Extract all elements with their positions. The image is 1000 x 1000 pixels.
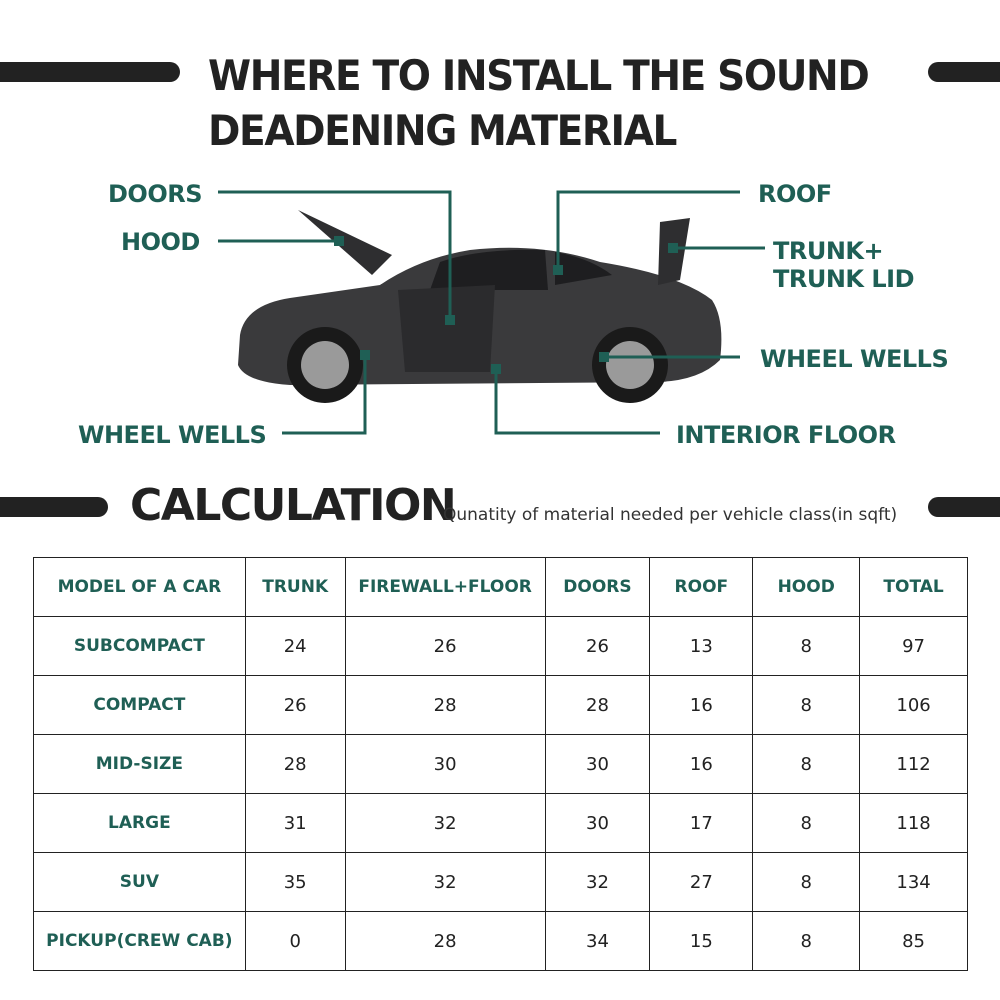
model-cell: SUBCOMPACT xyxy=(33,616,246,676)
column-header: MODEL OF A CAR xyxy=(33,557,246,617)
value-cell: 15 xyxy=(649,911,754,971)
value-cell: 8 xyxy=(752,793,861,853)
decor-bar-right-top xyxy=(928,62,1000,82)
value-cell: 32 xyxy=(544,852,651,912)
value-cell: 118 xyxy=(859,793,968,853)
column-header: DOORS xyxy=(544,557,651,617)
car-illustration xyxy=(238,210,722,403)
label-hood: HOOD xyxy=(121,228,200,256)
value-cell: 112 xyxy=(859,734,968,794)
value-cell: 106 xyxy=(859,675,968,735)
value-cell: 8 xyxy=(752,911,861,971)
leader-lines xyxy=(218,190,765,435)
value-cell: 134 xyxy=(859,852,968,912)
model-cell: SUV xyxy=(33,852,246,912)
label-wheel-wells-left: WHEEL WELLS xyxy=(78,421,267,449)
value-cell: 13 xyxy=(649,616,754,676)
value-cell: 28 xyxy=(244,734,346,794)
decor-bar-right-bottom xyxy=(928,497,1000,517)
calculation-title: CALCULATION xyxy=(130,480,457,531)
model-cell: LARGE xyxy=(33,793,246,853)
value-cell: 28 xyxy=(544,675,651,735)
label-roof: ROOF xyxy=(758,180,832,208)
value-cell: 31 xyxy=(244,793,346,853)
car-diagram xyxy=(218,190,765,435)
marker-squares xyxy=(334,236,678,374)
label-wheel-wells-right: WHEEL WELLS xyxy=(760,345,949,373)
title-line-2: DEADENING MATERIAL xyxy=(208,106,677,155)
value-cell: 30 xyxy=(344,734,546,794)
column-header: TOTAL xyxy=(859,557,968,617)
value-cell: 85 xyxy=(859,911,968,971)
value-cell: 17 xyxy=(649,793,754,853)
value-cell: 32 xyxy=(344,852,546,912)
decor-bar-left-top xyxy=(0,62,180,82)
value-cell: 24 xyxy=(244,616,346,676)
label-trunk-line2: TRUNK LID xyxy=(773,265,915,293)
value-cell: 0 xyxy=(244,911,346,971)
value-cell: 8 xyxy=(752,734,861,794)
model-cell: COMPACT xyxy=(33,675,246,735)
material-table: MODEL OF A CAR TRUNK FIREWALL+FLOOR DOORS RO… xyxy=(33,557,968,971)
label-trunk: TRUNK+ TRUNK LID xyxy=(773,237,915,293)
column-header: ROOF xyxy=(649,557,754,617)
calculation-subtitle: Qunatity of material needed per vehicle … xyxy=(443,505,898,525)
page-title: WHERE TO INSTALL THE SOUND DEADENING MAT… xyxy=(208,48,870,158)
table-row: SUV 35 32 32 27 8 134 xyxy=(33,852,968,912)
value-cell: 28 xyxy=(344,911,546,971)
value-cell: 34 xyxy=(544,911,651,971)
table-header-row: MODEL OF A CAR TRUNK FIREWALL+FLOOR DOORS RO… xyxy=(33,557,968,617)
value-cell: 8 xyxy=(752,675,861,735)
column-header: FIREWALL+FLOOR xyxy=(344,557,546,617)
value-cell: 26 xyxy=(344,616,546,676)
value-cell: 32 xyxy=(344,793,546,853)
label-interior-floor: INTERIOR FLOOR xyxy=(676,421,896,449)
table-row: PICKUP(CREW CAB) 0 28 34 15 8 85 xyxy=(33,911,968,971)
value-cell: 97 xyxy=(859,616,968,676)
value-cell: 35 xyxy=(244,852,346,912)
value-cell: 8 xyxy=(752,616,861,676)
value-cell: 26 xyxy=(544,616,651,676)
column-header: HOOD xyxy=(752,557,861,617)
model-cell: MID-SIZE xyxy=(33,734,246,794)
decor-bar-left-bottom xyxy=(0,497,108,517)
table-row: LARGE 31 32 30 17 8 118 xyxy=(33,793,968,853)
value-cell: 26 xyxy=(244,675,346,735)
column-header: TRUNK xyxy=(244,557,346,617)
table-row: SUBCOMPACT 24 26 26 13 8 97 xyxy=(33,616,968,676)
table-row: COMPACT 26 28 28 16 8 106 xyxy=(33,675,968,735)
table-row: MID-SIZE 28 30 30 16 8 112 xyxy=(33,734,968,794)
value-cell: 30 xyxy=(544,734,651,794)
value-cell: 16 xyxy=(649,675,754,735)
value-cell: 27 xyxy=(649,852,754,912)
title-line-1: WHERE TO INSTALL THE SOUND xyxy=(208,51,870,100)
label-trunk-line1: TRUNK+ xyxy=(773,237,884,265)
value-cell: 8 xyxy=(752,852,861,912)
model-cell: PICKUP(CREW CAB) xyxy=(33,911,246,971)
value-cell: 30 xyxy=(544,793,651,853)
label-doors: DOORS xyxy=(108,180,203,208)
value-cell: 16 xyxy=(649,734,754,794)
value-cell: 28 xyxy=(344,675,546,735)
